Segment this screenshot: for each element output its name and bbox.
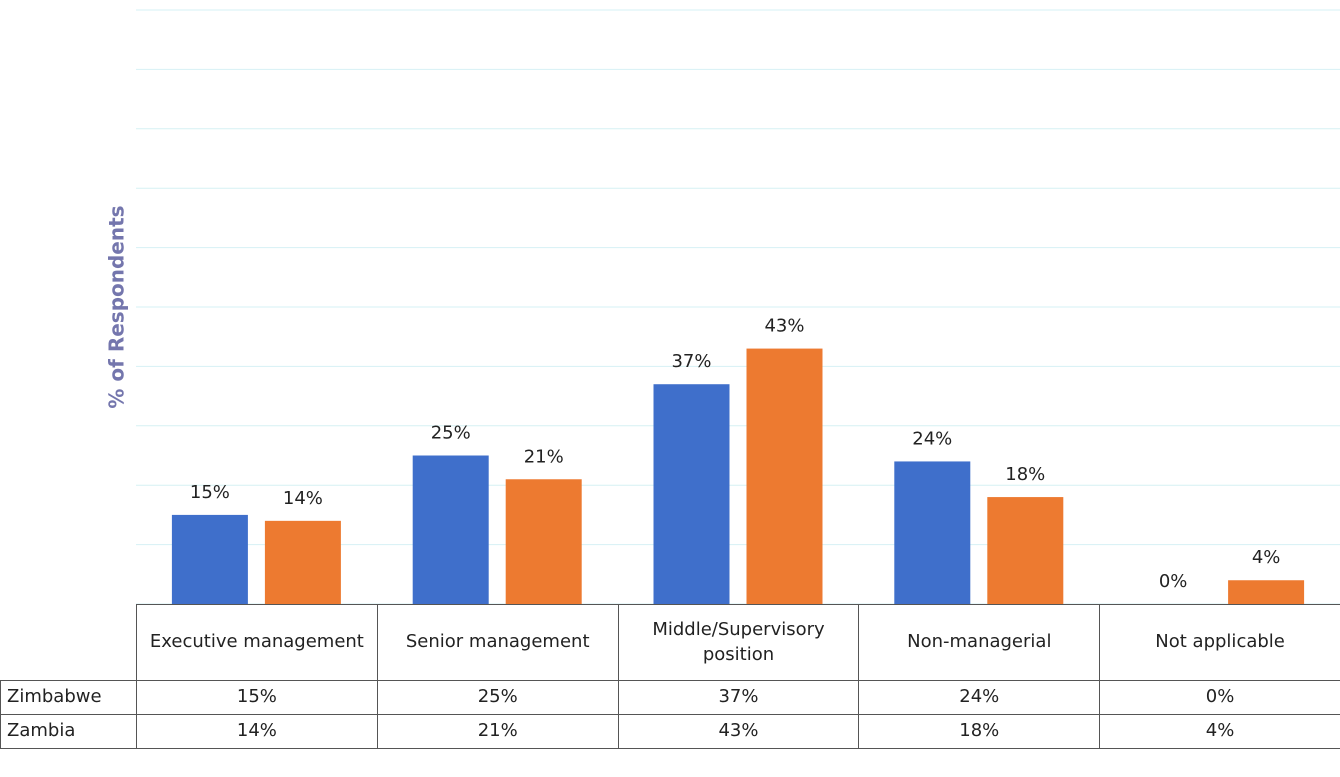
- y-axis-title: % of Respondents: [105, 205, 129, 408]
- bar: [264, 520, 341, 604]
- data-label: 18%: [1005, 464, 1045, 485]
- data-label: 0%: [1159, 571, 1188, 592]
- bar: [987, 497, 1064, 604]
- table-value-cell: 37%: [617, 680, 860, 715]
- bar: [746, 348, 823, 604]
- table-value-cell: 21%: [376, 714, 619, 749]
- bar: [505, 479, 582, 604]
- category-cell: Not applicable: [1099, 604, 1340, 681]
- table-value-cell: 4%: [1099, 714, 1340, 749]
- data-label: 43%: [764, 316, 804, 337]
- data-label: 25%: [431, 423, 471, 444]
- data-label: 24%: [912, 428, 952, 449]
- table-value-cell: 14%: [136, 714, 378, 749]
- table-value-cell: 0%: [1099, 680, 1340, 715]
- table-value-cell: 18%: [858, 714, 1101, 749]
- category-cell: Middle/Supervisory position: [617, 604, 860, 681]
- category-cell: Senior management: [376, 604, 619, 681]
- bar: [894, 461, 971, 604]
- data-label: 4%: [1252, 547, 1281, 568]
- data-label: 21%: [524, 446, 564, 467]
- series-name-cell: Zambia: [0, 714, 137, 749]
- table-value-cell: 15%: [136, 680, 378, 715]
- data-label: 14%: [283, 488, 323, 509]
- bar: [412, 455, 489, 604]
- category-cell: Executive management: [136, 604, 378, 681]
- bar: [653, 384, 730, 604]
- bar: [171, 514, 248, 604]
- category-cell: Non-managerial: [858, 604, 1101, 681]
- table-value-cell: 24%: [858, 680, 1101, 715]
- data-label: 15%: [190, 482, 230, 503]
- series-name-cell: Zimbabwe: [0, 680, 137, 715]
- table-value-cell: 43%: [617, 714, 860, 749]
- bar: [1228, 580, 1305, 604]
- table-value-cell: 25%: [376, 680, 619, 715]
- data-label: 37%: [671, 351, 711, 372]
